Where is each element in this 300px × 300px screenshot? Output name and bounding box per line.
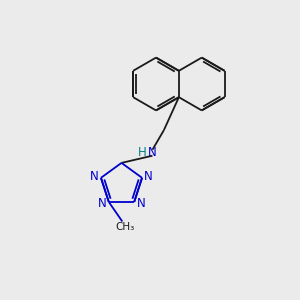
- Text: N: N: [144, 170, 153, 183]
- Text: N: N: [90, 170, 99, 183]
- Text: N: N: [148, 146, 157, 159]
- Text: CH₃: CH₃: [115, 222, 134, 232]
- Text: N: N: [98, 197, 106, 210]
- Text: H: H: [138, 146, 147, 159]
- Text: N: N: [136, 197, 145, 210]
